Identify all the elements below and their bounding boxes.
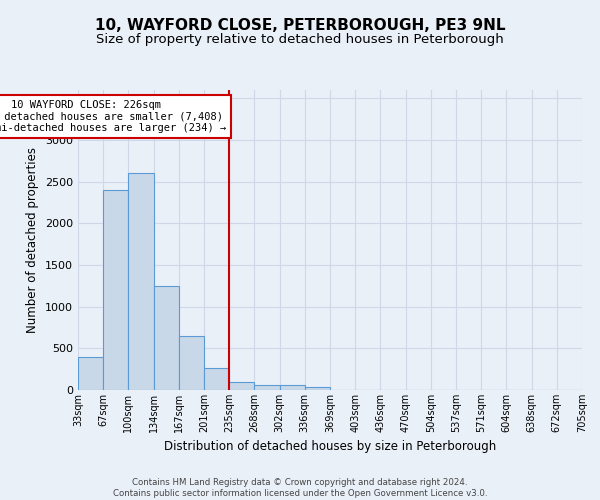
Text: Contains HM Land Registry data © Crown copyright and database right 2024.
Contai: Contains HM Land Registry data © Crown c… [113,478,487,498]
Bar [254,385,280,390]
Y-axis label: Number of detached properties: Number of detached properties [26,147,40,333]
Text: Size of property relative to detached houses in Peterborough: Size of property relative to detached ho… [96,32,504,46]
Bar [154,286,179,390]
Bar [204,368,229,390]
Bar [280,385,305,390]
Text: 10 WAYFORD CLOSE: 226sqm
← 97% of detached houses are smaller (7,408)
3% of semi: 10 WAYFORD CLOSE: 226sqm ← 97% of detach… [0,100,226,133]
Bar [305,386,330,390]
Bar [103,190,128,390]
Bar [179,336,204,390]
Bar [229,382,254,390]
Bar [78,356,103,390]
Bar [128,174,154,390]
X-axis label: Distribution of detached houses by size in Peterborough: Distribution of detached houses by size … [164,440,496,454]
Text: 10, WAYFORD CLOSE, PETERBOROUGH, PE3 9NL: 10, WAYFORD CLOSE, PETERBOROUGH, PE3 9NL [95,18,505,32]
